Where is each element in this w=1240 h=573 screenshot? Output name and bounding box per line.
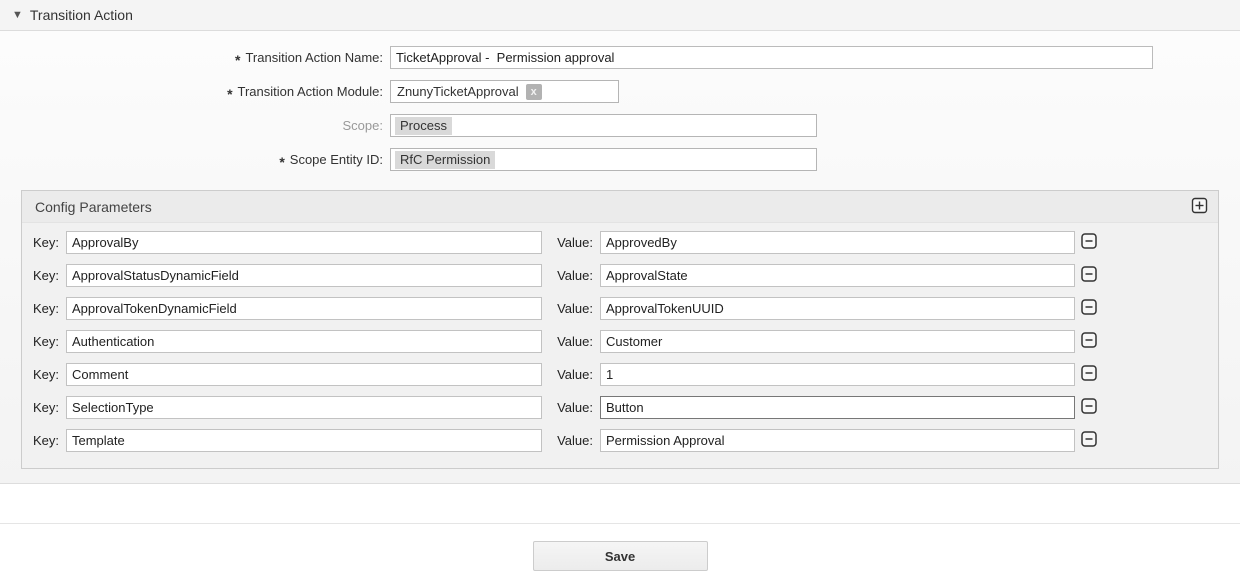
- value-label: Value:: [557, 367, 593, 382]
- submit-area: Save: [0, 523, 1240, 571]
- value-label: Value:: [557, 433, 593, 448]
- form-row-scope-entity: * Scope Entity ID: RfC Permission: [0, 148, 1240, 171]
- key-input[interactable]: [66, 231, 542, 254]
- value-input[interactable]: [600, 396, 1075, 419]
- config-parameter-row: Key: Value:: [31, 264, 1218, 287]
- required-marker: *: [227, 85, 233, 102]
- minus-square-icon: [1081, 431, 1097, 450]
- remove-parameter-button[interactable]: [1081, 332, 1097, 351]
- minus-square-icon: [1081, 332, 1097, 351]
- config-parameter-row: Key: Value:: [31, 429, 1218, 452]
- transition-action-module-label: * Transition Action Module:: [227, 84, 383, 102]
- config-parameter-row: Key: Value:: [31, 396, 1218, 419]
- module-chip: ZnunyTicketApproval: [397, 83, 519, 99]
- form-row-module: * Transition Action Module: ZnunyTicketA…: [0, 80, 1240, 103]
- remove-parameter-button[interactable]: [1081, 266, 1097, 285]
- scope-entity-id-label: * Scope Entity ID:: [279, 152, 383, 170]
- form-row-name: * Transition Action Name:: [0, 46, 1240, 69]
- key-input[interactable]: [66, 297, 542, 320]
- value-label: Value:: [557, 400, 593, 415]
- transition-action-module-select[interactable]: ZnunyTicketApproval x: [390, 80, 619, 103]
- value-label: Value:: [557, 334, 593, 349]
- config-parameter-row: Key: Value:: [31, 330, 1218, 353]
- key-label: Key:: [32, 301, 59, 316]
- widget-header-toggle[interactable]: ▼ Transition Action: [0, 0, 1240, 31]
- value-input[interactable]: [600, 363, 1075, 386]
- config-parameters-title: Config Parameters: [35, 198, 152, 215]
- config-parameter-row: Key: Value:: [31, 231, 1218, 254]
- key-input[interactable]: [66, 396, 542, 419]
- minus-square-icon: [1081, 398, 1097, 417]
- key-label: Key:: [32, 268, 59, 283]
- widget-content: * Transition Action Name: * Transition A…: [0, 31, 1240, 484]
- value-label: Value:: [557, 235, 593, 250]
- remove-parameter-button[interactable]: [1081, 398, 1097, 417]
- minus-square-icon: [1081, 299, 1097, 318]
- transition-action-widget: ▼ Transition Action * Transition Action …: [0, 0, 1240, 484]
- remove-parameter-button[interactable]: [1081, 233, 1097, 252]
- transition-action-name-label: * Transition Action Name:: [235, 50, 383, 68]
- widget-title: Transition Action: [29, 7, 133, 23]
- minus-square-icon: [1081, 365, 1097, 384]
- value-label: Value:: [557, 301, 593, 316]
- module-remove-icon[interactable]: x: [525, 83, 542, 100]
- minus-square-icon: [1081, 266, 1097, 285]
- collapse-triangle-icon[interactable]: ▼: [12, 8, 23, 21]
- remove-parameter-button[interactable]: [1081, 299, 1097, 318]
- value-input[interactable]: [600, 429, 1075, 452]
- required-marker: *: [279, 153, 285, 170]
- config-parameter-row: Key: Value:: [31, 363, 1218, 386]
- key-label: Key:: [32, 400, 59, 415]
- value-input[interactable]: [600, 297, 1075, 320]
- scope-entity-id-chip: RfC Permission: [395, 150, 496, 169]
- spacer: [0, 484, 1240, 523]
- key-input[interactable]: [66, 429, 542, 452]
- scope-select[interactable]: Process: [390, 114, 817, 137]
- config-parameters-header: Config Parameters: [22, 191, 1218, 223]
- save-button[interactable]: Save: [532, 541, 708, 571]
- remove-parameter-button[interactable]: [1081, 431, 1097, 450]
- key-input[interactable]: [66, 330, 542, 353]
- form-row-scope: Scope: Process: [0, 114, 1240, 137]
- key-label: Key:: [32, 334, 59, 349]
- key-input[interactable]: [66, 264, 542, 287]
- key-input[interactable]: [66, 363, 542, 386]
- value-input[interactable]: [600, 231, 1075, 254]
- config-parameter-row: Key: Value:: [31, 297, 1218, 320]
- scope-label: Scope:: [342, 118, 383, 133]
- value-input[interactable]: [600, 264, 1075, 287]
- required-marker: *: [235, 51, 241, 68]
- remove-parameter-button[interactable]: [1081, 365, 1097, 384]
- transition-action-name-input[interactable]: [390, 46, 1153, 69]
- plus-square-icon: [1191, 197, 1208, 217]
- scope-chip: Process: [395, 116, 452, 135]
- value-input[interactable]: [600, 330, 1075, 353]
- key-label: Key:: [32, 235, 59, 250]
- minus-square-icon: [1081, 233, 1097, 252]
- value-label: Value:: [557, 268, 593, 283]
- config-parameters-box: Config Parameters Key: Value:: [21, 190, 1219, 469]
- config-rows: Key: Value: Key: Value:: [22, 223, 1218, 468]
- scope-entity-id-select[interactable]: RfC Permission: [390, 148, 817, 171]
- key-label: Key:: [32, 367, 59, 382]
- key-label: Key:: [32, 433, 59, 448]
- add-parameter-button[interactable]: [1191, 197, 1208, 217]
